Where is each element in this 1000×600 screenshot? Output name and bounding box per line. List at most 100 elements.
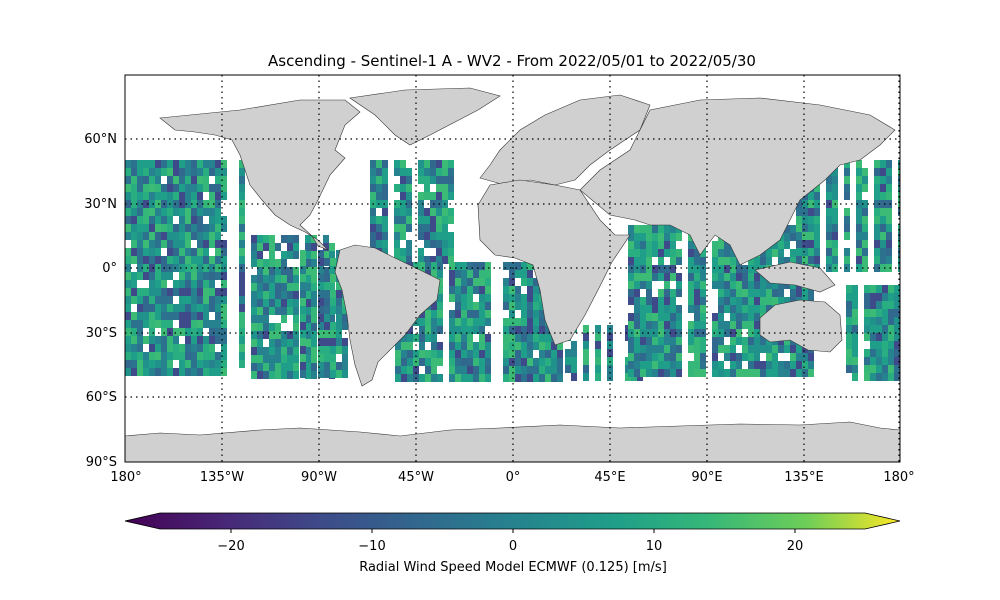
swath-cell (664, 225, 670, 233)
swath-cell (215, 272, 221, 280)
swath-cell (583, 365, 589, 373)
swath-cell (263, 307, 269, 315)
swath-cell (318, 370, 324, 378)
swath-cell (852, 341, 858, 349)
swath-cell (149, 240, 155, 248)
swath-cell (718, 369, 724, 377)
swath-cell (179, 320, 185, 328)
swath-cell (203, 352, 209, 360)
swath-cell (790, 257, 796, 265)
swath-cell (527, 270, 533, 278)
swath-cell (300, 346, 306, 354)
swath-cell (215, 368, 221, 376)
swath-cell (646, 249, 652, 257)
swath-cell (173, 192, 179, 200)
swath-cell (634, 337, 640, 345)
swath-cell (628, 353, 634, 361)
swath-cell (724, 249, 730, 257)
swath-cell (718, 265, 724, 273)
swath-cell (161, 192, 167, 200)
lon-label-180w: 180° (110, 470, 141, 485)
swath-cell (239, 176, 245, 184)
swath-cell (179, 344, 185, 352)
swath-cell (149, 304, 155, 312)
swath-cell (215, 160, 221, 168)
swath-cell (856, 192, 862, 200)
swath-cell (287, 347, 293, 355)
swath-cell (670, 241, 676, 249)
swath-cell (311, 315, 317, 323)
swath-cell (888, 285, 894, 293)
swath-cell (287, 291, 293, 299)
swath-cell (215, 216, 221, 224)
swath-cell (191, 320, 197, 328)
swath-cell (748, 313, 754, 321)
swath-cell (467, 302, 473, 310)
swath-cell (149, 248, 155, 256)
swath-cell (197, 320, 203, 328)
swath-cell (203, 264, 209, 272)
swath-cell (203, 360, 209, 368)
swath-cell (221, 272, 227, 280)
swath-cell (449, 278, 455, 286)
swath-cell (342, 370, 348, 378)
swath-cell (311, 307, 317, 315)
swath-cell (882, 317, 888, 325)
swath-cell (239, 288, 245, 296)
swath-cell (700, 249, 706, 257)
swath-cell (864, 317, 870, 325)
swath-cell (293, 347, 299, 355)
swath-cell (557, 350, 563, 358)
swath-cell (880, 160, 886, 168)
swath-cell (191, 352, 197, 360)
swath-cell (395, 366, 401, 374)
swath-cell (257, 275, 263, 283)
swath-cell (808, 232, 814, 240)
swath-cell (191, 264, 197, 272)
swath-cell (311, 323, 317, 331)
swath-cell (886, 208, 892, 216)
swath-cell (300, 298, 306, 306)
swath-cell (515, 302, 521, 310)
swath-cell (203, 240, 209, 248)
swath-cell (448, 216, 454, 224)
swath-cell (670, 265, 676, 273)
swath-cell (652, 297, 658, 305)
colorbar-label: Radial Wind Speed Model ECMWF (0.125) [m… (359, 560, 667, 575)
swath-cell (215, 256, 221, 264)
land-antarctica (125, 421, 900, 462)
swath-cell (521, 358, 527, 366)
swath-cell (394, 232, 400, 240)
swath-cell (209, 264, 215, 272)
swath-cell (814, 216, 820, 224)
swath-cell (527, 350, 533, 358)
lon-label-0: 0° (506, 470, 521, 485)
swath-cell (718, 241, 724, 249)
swath-cell (442, 192, 448, 200)
swath-cell (607, 349, 613, 357)
swath-cell (634, 281, 640, 289)
swath-cell (628, 337, 634, 345)
swath-cell (167, 176, 173, 184)
swath-cell (844, 248, 850, 256)
swath-cell (137, 176, 143, 184)
swath-cell (336, 322, 342, 330)
swath-cell (718, 257, 724, 265)
swath-cell (161, 304, 167, 312)
swath-cell (281, 235, 287, 243)
swath-cell (473, 310, 479, 318)
swath-cell (239, 336, 245, 344)
swath-cell (880, 248, 886, 256)
swath-cell (149, 160, 155, 168)
swath-cell (664, 249, 670, 257)
swath-cell (862, 224, 868, 232)
swath-cell (886, 216, 892, 224)
swath-cell (718, 345, 724, 353)
swath-cell (846, 341, 852, 349)
swath-cell (583, 349, 589, 357)
swath-cell (407, 374, 413, 382)
swath-cell (143, 352, 149, 360)
swath-cell (293, 355, 299, 363)
swath-cell (634, 289, 640, 297)
